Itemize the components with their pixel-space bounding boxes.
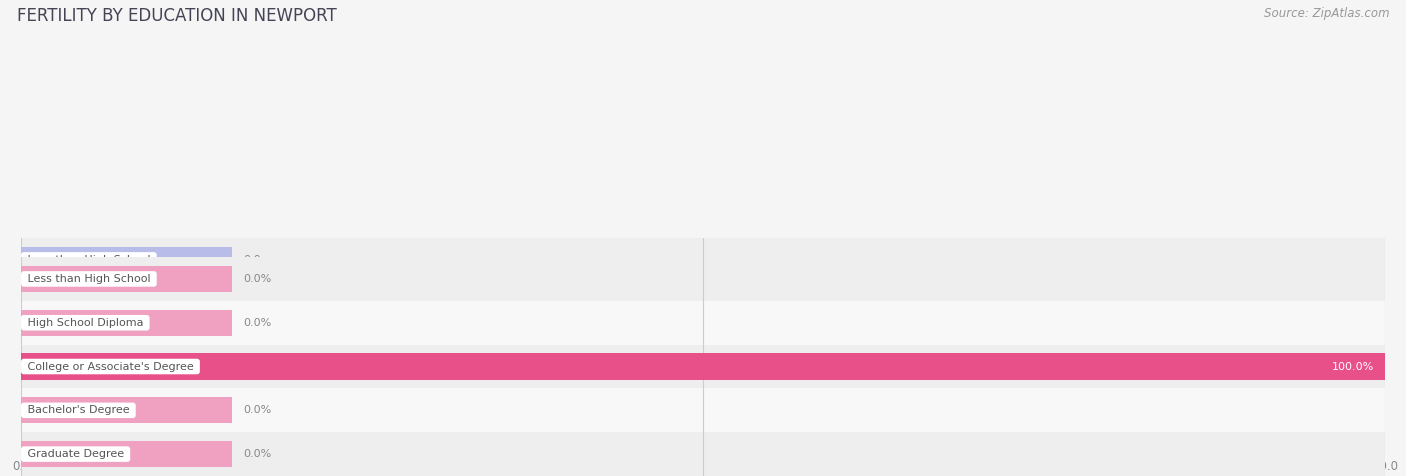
Bar [21, 290, 232, 317]
Bar [21, 257, 1385, 301]
Text: 0.0: 0.0 [243, 255, 262, 265]
Bar [21, 301, 1385, 345]
Text: 0.0%: 0.0% [243, 405, 271, 416]
Text: College or Associate's Degree: College or Associate's Degree [24, 361, 197, 372]
Bar [21, 247, 232, 273]
Text: Less than High School: Less than High School [24, 274, 153, 284]
Bar [21, 309, 232, 336]
Bar [21, 282, 1385, 326]
Text: College or Associate's Degree: College or Associate's Degree [24, 342, 197, 353]
Bar [21, 397, 232, 424]
Bar [21, 238, 1385, 282]
Text: 0.0: 0.0 [243, 430, 262, 440]
Text: 0.0: 0.0 [243, 298, 262, 309]
Text: High School Diploma: High School Diploma [24, 317, 146, 328]
Text: 34.0: 34.0 [1144, 342, 1170, 353]
Text: Bachelor's Degree: Bachelor's Degree [24, 405, 134, 416]
Bar [21, 441, 232, 467]
Text: 0.0%: 0.0% [243, 449, 271, 459]
Bar [21, 413, 1385, 457]
Bar [21, 388, 1385, 432]
Text: 100.0%: 100.0% [1331, 361, 1374, 372]
Text: 0.0: 0.0 [243, 386, 262, 397]
Text: Bachelor's Degree: Bachelor's Degree [24, 386, 134, 397]
Bar [21, 432, 1385, 476]
Bar [21, 422, 232, 448]
Bar [21, 369, 1385, 413]
Text: Graduate Degree: Graduate Degree [24, 449, 128, 459]
Text: Less than High School: Less than High School [24, 255, 153, 265]
Text: FERTILITY BY EDUCATION IN NEWPORT: FERTILITY BY EDUCATION IN NEWPORT [17, 7, 336, 25]
Bar [21, 326, 1385, 369]
Bar [21, 266, 232, 292]
Text: High School Diploma: High School Diploma [24, 298, 146, 309]
Text: 0.0%: 0.0% [243, 317, 271, 328]
Bar [21, 378, 232, 405]
Bar [21, 334, 1181, 361]
Bar [21, 353, 1385, 380]
Text: 0.0%: 0.0% [243, 274, 271, 284]
Text: Graduate Degree: Graduate Degree [24, 430, 128, 440]
Bar [21, 345, 1385, 388]
Text: Source: ZipAtlas.com: Source: ZipAtlas.com [1264, 7, 1389, 20]
